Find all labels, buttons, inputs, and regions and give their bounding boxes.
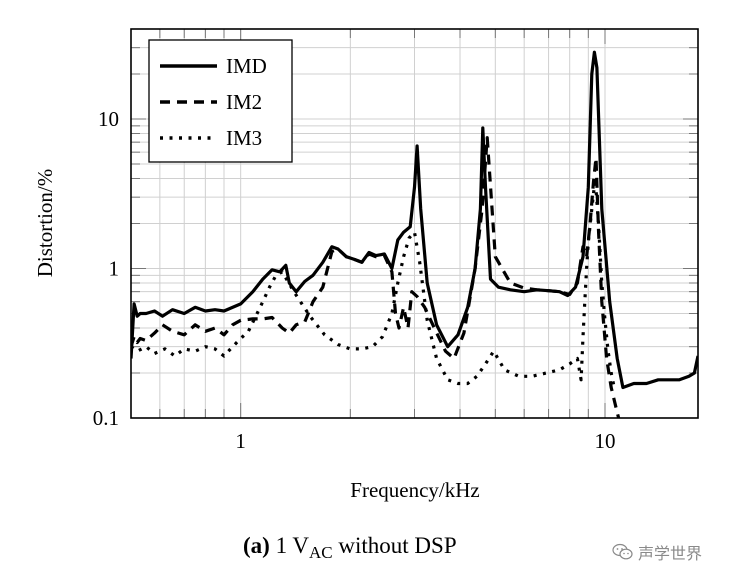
caption-text: 1 V (275, 533, 310, 558)
y-tick-label: 0.1 (93, 406, 119, 430)
series-line-im2 (131, 136, 621, 418)
legend-label-imd: IMD (226, 54, 267, 78)
x-tick-label: 1 (235, 429, 246, 453)
y-tick-label: 1 (109, 257, 120, 281)
figure-caption: (a) 1 VAC without DSP (243, 533, 457, 563)
y-axis-label: Distortion/% (33, 169, 57, 278)
caption-subscript: AC (309, 543, 333, 562)
watermark: 声学世界 (612, 540, 702, 564)
x-axis-label: Frequency/kHz (350, 478, 479, 502)
caption-text-rest: without DSP (332, 533, 457, 558)
series-group (131, 50, 698, 418)
x-tick-label: 10 (594, 429, 615, 453)
wechat-icon (612, 543, 633, 560)
legend-label-im2: IM2 (226, 90, 262, 114)
plot-frame (130, 28, 699, 419)
series-line-imd (131, 50, 698, 390)
caption-label: (a) (243, 533, 270, 558)
series-line-im3 (131, 176, 616, 388)
x-tick-labels: 1 10 (235, 429, 615, 453)
legend-label-im3: IM3 (226, 126, 262, 150)
legend: IMD IM2 IM3 (148, 39, 293, 163)
y-tick-labels: 0.1 1 10 (93, 107, 119, 430)
legend-box (148, 39, 293, 163)
watermark-text: 声学世界 (638, 544, 703, 563)
y-tick-label: 10 (98, 107, 119, 131)
